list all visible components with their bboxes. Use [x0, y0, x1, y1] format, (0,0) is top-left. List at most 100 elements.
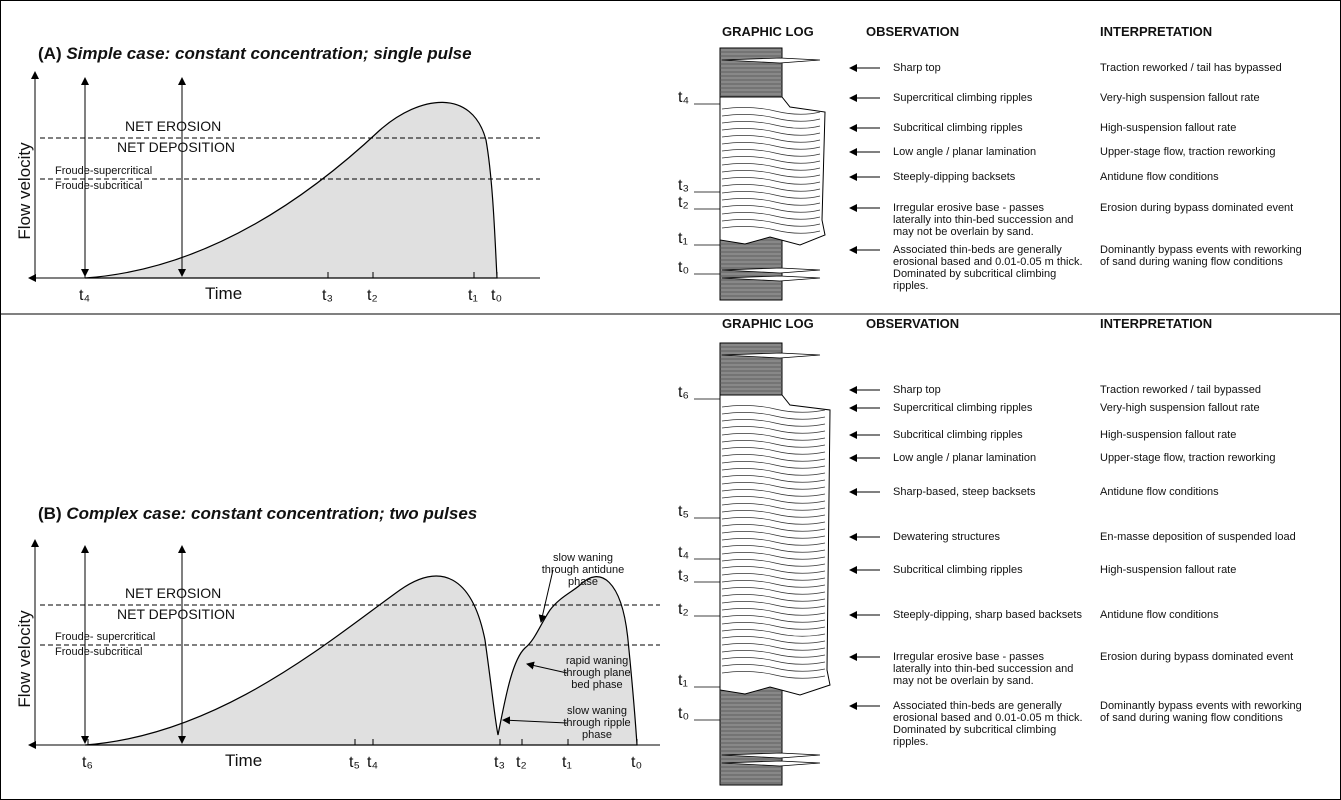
lamination	[721, 121, 821, 129]
lamination	[721, 468, 826, 476]
lamination	[721, 475, 826, 483]
thin-bed	[721, 760, 821, 767]
x-axis-label: Time	[225, 751, 263, 770]
annotation-arrow	[502, 716, 568, 725]
lamination	[721, 114, 821, 122]
lamination	[721, 650, 826, 658]
time-mark: t₂	[516, 754, 527, 771]
interpretation: Traction reworked / tail bypassed	[1100, 384, 1261, 396]
log-time-mark: t₀	[678, 259, 690, 276]
time-mark: t₁	[562, 754, 572, 771]
log-time-mark: t₂	[678, 601, 689, 618]
annotation: bed phase	[571, 679, 623, 691]
time-mark: t₃	[322, 287, 333, 304]
lamination	[721, 552, 826, 560]
time-mark: t₄	[79, 287, 90, 304]
time-mark: t₂	[367, 287, 378, 304]
lamination	[721, 573, 826, 581]
threshold-label: Froude-subcritical	[55, 646, 143, 658]
lamination	[721, 184, 821, 192]
log-time-mark: t₄	[678, 89, 689, 106]
interpretation: En-masse deposition of suspended load	[1100, 531, 1296, 543]
log-time-mark: t₂	[678, 194, 689, 211]
panel-label: (B)	[38, 504, 67, 523]
panel-title-text: Complex case: constant concentration; tw…	[66, 504, 478, 523]
interpretation: Very-high suspension fallout rate	[1100, 92, 1260, 104]
lamination	[721, 559, 826, 567]
lamination	[721, 636, 826, 644]
lamination	[721, 629, 826, 637]
threshold-label: Froude- supercritical	[55, 631, 156, 643]
lamination	[721, 566, 826, 574]
lamination	[721, 419, 826, 427]
interpretation: Very-high suspension fallout rate	[1100, 402, 1260, 414]
observation: Irregular erosive base - passes laterall…	[893, 202, 1074, 238]
observation: Low angle / planar lamination	[893, 452, 1037, 464]
column-header: INTERPRETATION	[1100, 24, 1213, 39]
time-mark: t₀	[491, 287, 503, 304]
observation: Supercritical climbing ripples	[893, 402, 1033, 414]
lamination	[721, 226, 821, 234]
lamination	[721, 433, 826, 441]
lamination	[721, 594, 826, 602]
lamination	[721, 426, 826, 434]
interpretation: Antidune flow conditions	[1100, 609, 1219, 621]
annotation: through antidune	[541, 564, 625, 576]
interpretation: Erosion during bypass dominated event	[1100, 202, 1294, 214]
threshold-label: NET DEPOSITION	[117, 139, 235, 155]
lamination	[721, 531, 826, 539]
time-mark: t₁	[468, 287, 478, 304]
observation: Associated thin-beds are generally erosi…	[893, 700, 1083, 748]
log-time-mark: t₄	[678, 544, 689, 561]
observation: Irregular erosive base - passes laterall…	[893, 651, 1074, 687]
lamination	[721, 163, 821, 171]
log-time-mark: t₆	[678, 384, 689, 401]
y-axis-label: Flow velocity	[15, 142, 34, 240]
column-header: GRAPHIC LOG	[722, 24, 814, 39]
log-time-mark: t₃	[678, 177, 689, 194]
interpretation: High-suspension fallout rate	[1100, 122, 1237, 134]
threshold-label: NET EROSION	[125, 585, 222, 601]
threshold-label: NET DEPOSITION	[117, 606, 235, 622]
time-mark: t₃	[494, 754, 505, 771]
interpretation: Upper-stage flow, traction reworking	[1100, 452, 1276, 464]
lamination	[721, 198, 821, 206]
thin-bed	[721, 267, 821, 274]
threshold-label: NET EROSION	[125, 118, 222, 134]
lamination	[721, 517, 826, 525]
log-time-mark: t₀	[678, 705, 690, 722]
lamination	[721, 657, 826, 665]
annotation: through plane	[563, 667, 631, 679]
thin-bed	[721, 275, 821, 282]
lamination	[721, 601, 826, 609]
observation: Subcritical climbing ripples	[893, 429, 1023, 441]
time-mark: t₆	[82, 754, 93, 771]
lamination	[721, 482, 826, 490]
lamination	[721, 205, 821, 213]
lamination	[721, 142, 821, 150]
thin-bed	[721, 752, 821, 759]
panel-title: (B) Complex case: constant concentration…	[38, 505, 477, 522]
flow-curve	[84, 101, 498, 279]
lamination	[721, 615, 826, 623]
observation: Steeply-dipping backsets	[893, 171, 1016, 183]
observation: Supercritical climbing ripples	[893, 92, 1033, 104]
lamination	[721, 496, 826, 504]
annotation: slow waning	[567, 705, 627, 717]
interpretation: Antidune flow conditions	[1100, 486, 1219, 498]
annotation: rapid waning	[565, 655, 629, 667]
lamination	[721, 191, 821, 199]
time-mark: t₄	[367, 754, 378, 771]
lamination	[721, 454, 826, 462]
lamination	[721, 128, 821, 136]
lamination	[721, 545, 826, 553]
lamination	[721, 622, 826, 630]
observation: Dewatering structures	[893, 531, 1000, 543]
interpretation: Upper-stage flow, traction reworking	[1100, 146, 1276, 158]
lamination	[721, 412, 826, 420]
sandstone	[719, 394, 831, 696]
panel-title-text: Simple case: constant concentration; sin…	[66, 44, 472, 63]
column-header: INTERPRETATION	[1100, 316, 1213, 331]
time-mark: t₀	[631, 754, 643, 771]
